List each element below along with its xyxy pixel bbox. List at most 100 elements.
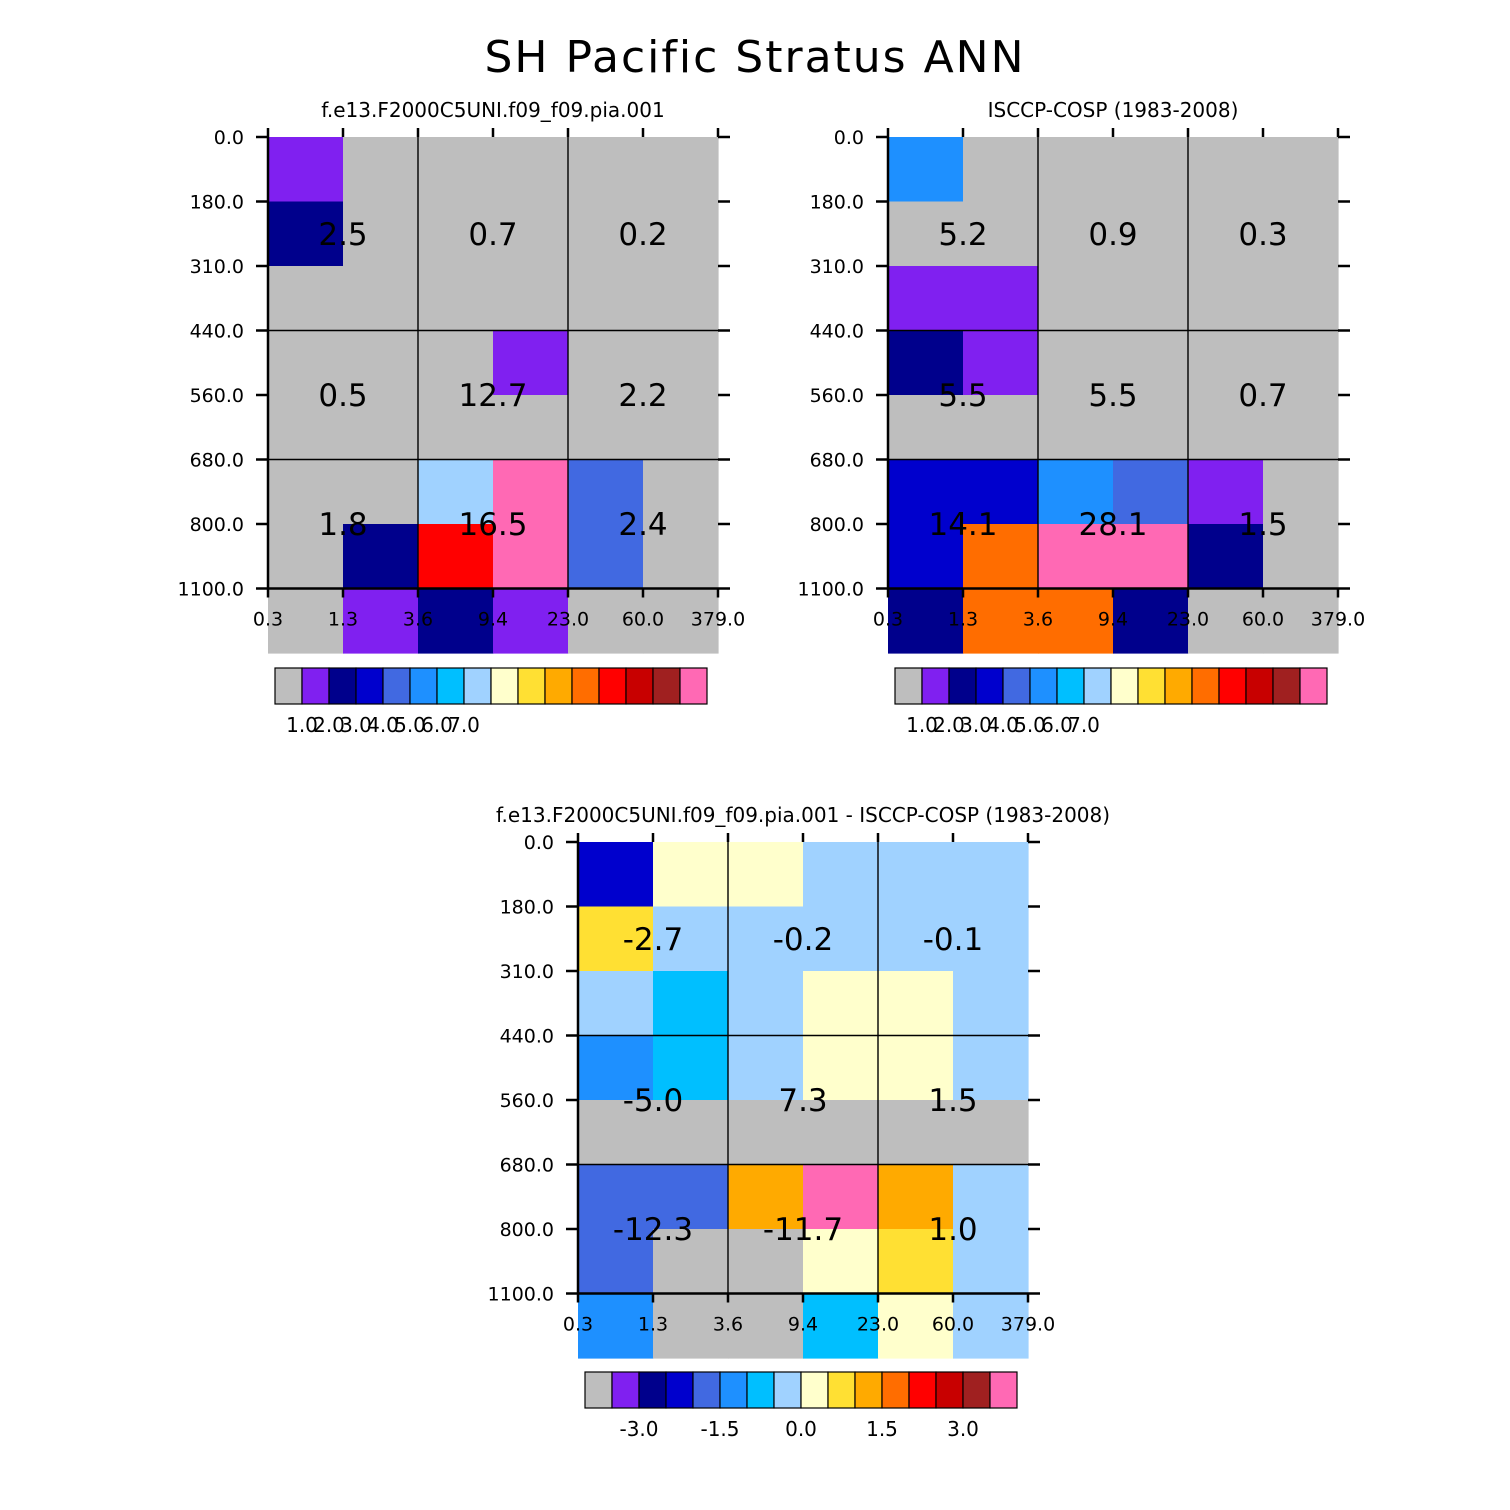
obs-xtick-label-5: 60.0 [1242, 609, 1284, 631]
model-cell-r6-c3 [493, 524, 569, 590]
diff-cell-r5-c1 [653, 1164, 729, 1230]
diff-cell-r5-c0 [578, 1164, 654, 1230]
diff-cell-r5-c3 [803, 1164, 879, 1230]
obs-cell-r6-c1 [963, 524, 1039, 590]
model-cell-r6-c1 [343, 524, 419, 590]
obs-colorbar-swatch-14 [1272, 667, 1301, 705]
model-colorbar-label-0: 1.0 [286, 713, 318, 737]
obs-cell-r2-c3 [1113, 266, 1189, 332]
model-cell-r0-c3 [493, 137, 569, 203]
diff-cell-r0-c2 [728, 842, 804, 908]
model-colorbar-label-1: 2.0 [313, 713, 345, 737]
obs-cell-r0-c5 [1263, 137, 1339, 203]
model-cell-r2-c1 [343, 266, 419, 332]
model-colorbar-label-4: 5.0 [394, 713, 426, 737]
diff-cell-r6-c2 [728, 1229, 804, 1295]
model-group-label-r2-c0: 1.8 [318, 507, 367, 543]
obs-colorbar-swatch-5 [1029, 667, 1058, 705]
obs-cell-r5-c1 [963, 459, 1039, 525]
diff-colorbar-swatch-13 [935, 1371, 964, 1409]
obs-cell-r5-c2 [1038, 459, 1114, 525]
obs-colorbar-swatch-1 [921, 667, 950, 705]
diff-cell-r4-c2 [728, 1100, 804, 1166]
model-group-label-r0-c2: 0.2 [618, 217, 667, 253]
obs-cell-r1-c2 [1038, 201, 1114, 267]
model-cell-r3-c4 [568, 330, 644, 396]
obs-cell-r6-c2 [1038, 524, 1114, 590]
diff-cell-r2-c2 [728, 971, 804, 1037]
diff-colorbar-swatch-9 [827, 1371, 856, 1409]
model-cell-r4-c5 [643, 395, 719, 461]
diff-cell-r3-c2 [728, 1035, 804, 1101]
obs-colorbar-label-1: 2.0 [933, 713, 965, 737]
obs-group-label-r2-c0: 14.1 [928, 507, 997, 543]
obs-colorbar-label-2: 3.0 [960, 713, 992, 737]
diff-colorbar-swatch-1 [611, 1371, 640, 1409]
model-ytick-label-1: 180.0 [190, 192, 244, 214]
model-cell-r7-c3 [493, 588, 569, 654]
diff-xtick-label-4: 23.0 [857, 1314, 899, 1336]
obs-cell-r1-c3 [1113, 201, 1189, 267]
model-cell-r7-c0 [268, 588, 344, 654]
diff-cell-r7-c4 [878, 1293, 954, 1359]
obs-cell-r5-c4 [1188, 459, 1264, 525]
diff-colorbar-swatch-12 [908, 1371, 937, 1409]
diff-colorbar-swatch-7 [773, 1371, 802, 1409]
diff-colorbar-swatch-6 [746, 1371, 775, 1409]
obs-ytick-label-2: 310.0 [810, 256, 864, 278]
model-xtick-label-5: 60.0 [622, 609, 664, 631]
model-colorbar-label-2: 3.0 [340, 713, 372, 737]
diff-ytick-label-6: 800.0 [500, 1219, 554, 1241]
obs-group-label-r0-c2: 0.3 [1238, 217, 1287, 253]
diff-colorbar-swatch-2 [638, 1371, 667, 1409]
obs-colorbar-label-5: 6.0 [1041, 713, 1073, 737]
model-cell-r0-c5 [643, 137, 719, 203]
model-group-label-r1-c2: 2.2 [618, 378, 667, 414]
diff-ytick-label-4: 560.0 [500, 1090, 554, 1112]
diff-xtick-label-5: 60.0 [932, 1314, 974, 1336]
model-cell-r2-c5 [643, 266, 719, 332]
obs-xtick-label-6: 379.0 [1311, 609, 1365, 631]
model-cell-r4-c2 [418, 395, 494, 461]
obs-xtick-label-3: 9.4 [1098, 609, 1128, 631]
diff-cell-r3-c1 [653, 1035, 729, 1101]
diff-cell-r5-c4 [878, 1164, 954, 1230]
obs-cell-r4-c2 [1038, 395, 1114, 461]
diff-cell-r3-c4 [878, 1035, 954, 1101]
model-cell-r4-c4 [568, 395, 644, 461]
obs-ytick-label-5: 680.0 [810, 450, 864, 472]
obs-cell-r0-c1 [963, 137, 1039, 203]
model-xtick-label-1: 1.3 [328, 609, 358, 631]
model-colorbar-swatch-13 [625, 667, 654, 705]
diff-group-label-r1-c1: 7.3 [778, 1083, 827, 1119]
obs-cell-r4-c5 [1263, 395, 1339, 461]
model-group-label-r2-c1: 16.5 [458, 507, 527, 543]
diff-colorbar-swatch-14 [962, 1371, 991, 1409]
obs-colorbar-label-0: 1.0 [906, 713, 938, 737]
obs-cell-r4-c1 [963, 395, 1039, 461]
diff-colorbar-swatch-10 [854, 1371, 883, 1409]
diff-cell-r3-c0 [578, 1035, 654, 1101]
model-cell-r2-c3 [493, 266, 569, 332]
model-cell-r0-c2 [418, 137, 494, 203]
diff-group-label-r0-c1: -0.2 [773, 922, 834, 958]
model-xtick-label-0: 0.3 [253, 609, 283, 631]
model-colorbar-swatch-4 [382, 667, 411, 705]
diff-group-label-r1-c2: 1.5 [928, 1083, 977, 1119]
obs-colorbar-swatch-7 [1083, 667, 1112, 705]
diff-cell-r4-c5 [953, 1100, 1029, 1166]
diff-cell-r4-c1 [653, 1100, 729, 1166]
obs-ytick-label-7: 1100.0 [798, 579, 864, 601]
obs-ytick-label-1: 180.0 [810, 192, 864, 214]
obs-cell-r2-c1 [963, 266, 1039, 332]
model-cell-r7-c1 [343, 588, 419, 654]
obs-cell-r7-c5 [1263, 588, 1339, 654]
obs-cell-r7-c3 [1113, 588, 1189, 654]
obs-xtick-label-4: 23.0 [1167, 609, 1209, 631]
diff-cell-r7-c1 [653, 1293, 729, 1359]
diff-colorbar-swatch-5 [719, 1371, 748, 1409]
model-cell-r0-c0 [268, 137, 344, 203]
diff-xtick-label-6: 379.0 [1001, 1314, 1055, 1336]
model-cell-r0-c4 [568, 137, 644, 203]
